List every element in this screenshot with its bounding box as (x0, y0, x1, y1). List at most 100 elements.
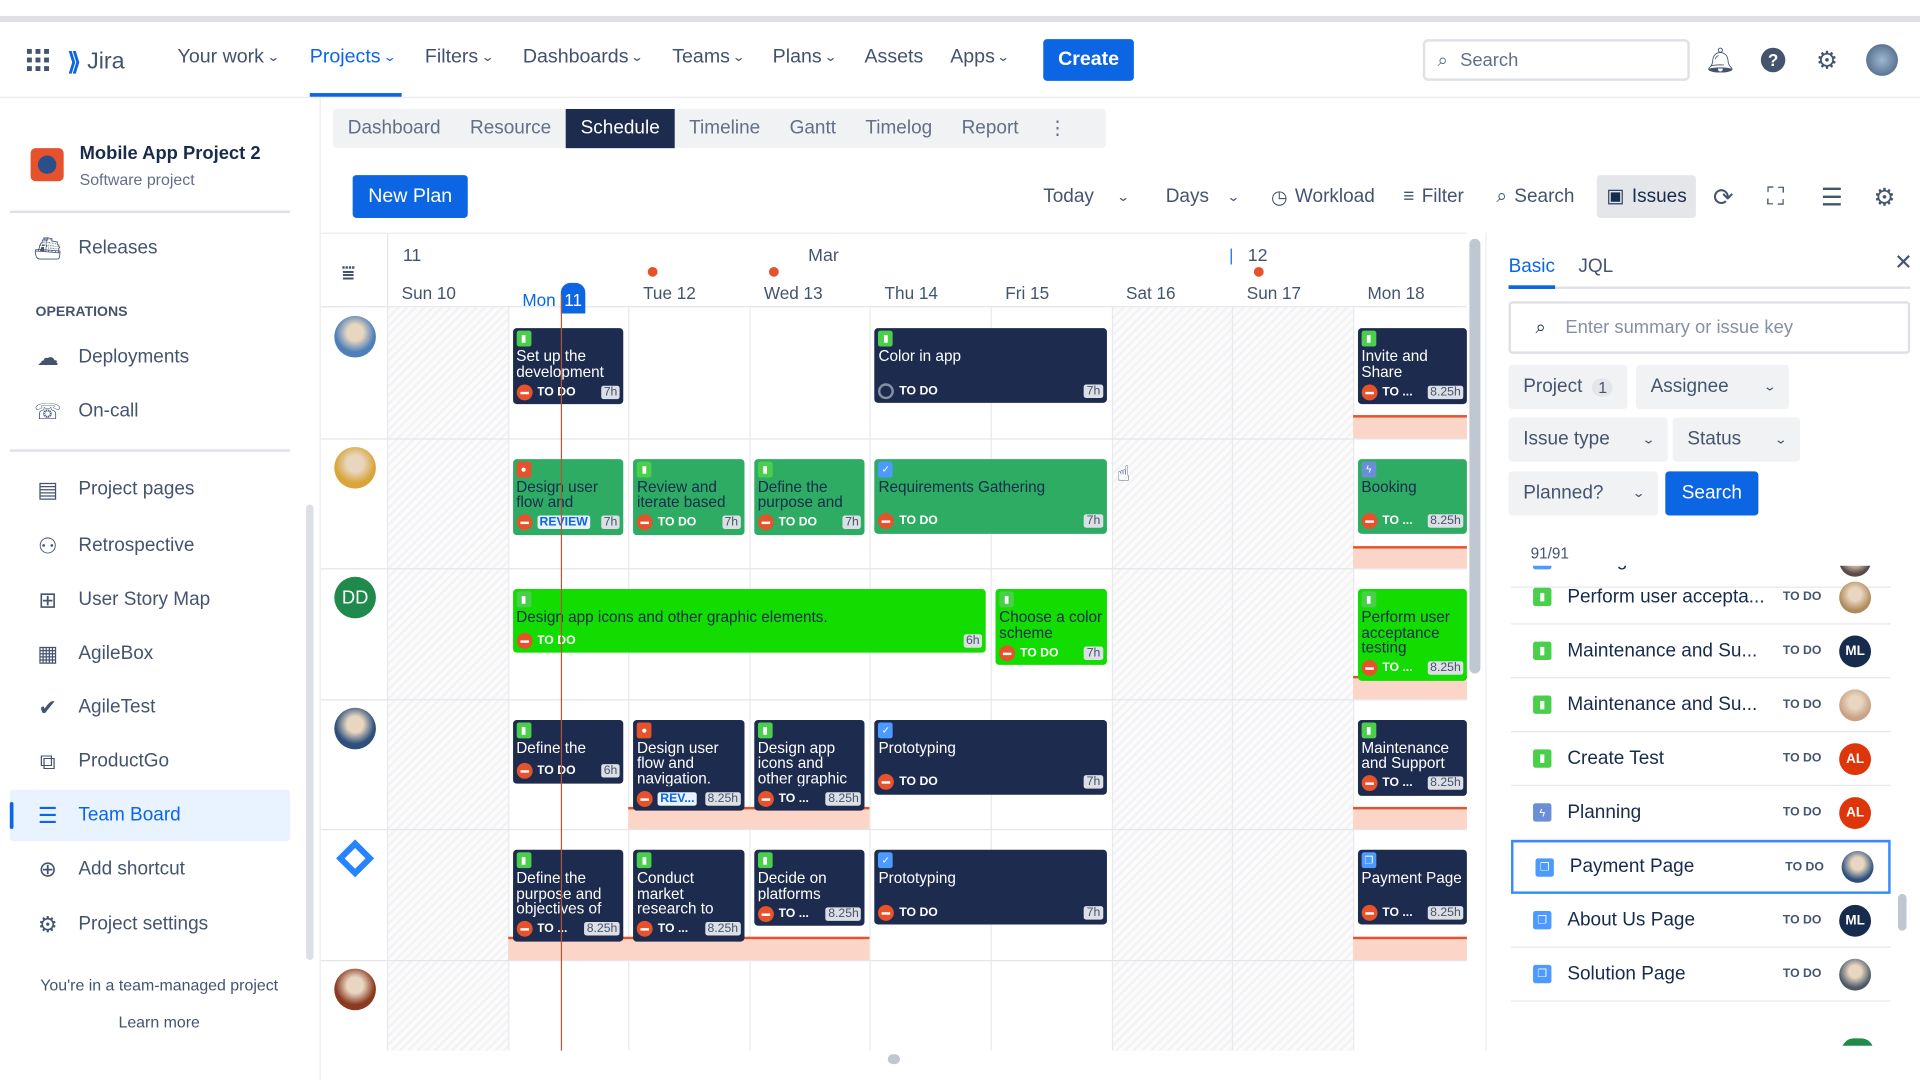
task-card[interactable]: ▮Set up the development TO DO 7h (512, 328, 624, 405)
day-label[interactable]: Fri 15 (1005, 283, 1049, 303)
issue-list-item[interactable]: ϟ Planning TO DO AL (1511, 786, 1891, 841)
nav-assets[interactable]: Assets (864, 47, 923, 69)
project-filter[interactable]: Project 1 (1508, 364, 1628, 409)
issue-search-input[interactable]: ⌕ Enter summary or issue key (1508, 301, 1911, 354)
task-card[interactable]: ✓ Requirements Gathering TO DO 7h (874, 458, 1107, 534)
task-card[interactable]: ▮ Define the TO DO 6h (512, 719, 624, 784)
panel-tab-jql[interactable]: JQL (1578, 255, 1614, 277)
issue-type-filter[interactable]: Issue type ⌄ (1508, 417, 1668, 462)
workload-button[interactable]: ◷ Workload (1271, 184, 1375, 211)
global-search-input[interactable]: ⌕ Search (1422, 39, 1690, 81)
tab-report[interactable]: Report (961, 117, 1019, 139)
planned-filter[interactable]: Planned? ⌄ (1508, 471, 1658, 516)
sync-icon[interactable]: ⟳ (1713, 184, 1734, 212)
learn-more-link[interactable]: Learn more (118, 1012, 200, 1032)
tab-resource[interactable]: Resource (469, 117, 552, 139)
task-card[interactable]: ▮ Perform user acceptance testing TO ... 8.… (1357, 588, 1467, 681)
task-card[interactable]: ▮ Review and iterate based TO DO 7h (633, 458, 745, 535)
close-icon[interactable]: ✕ (1894, 249, 1913, 275)
event-marker[interactable] (1254, 266, 1264, 277)
task-card[interactable]: ▮ Conduct market research to TO ... 8.25h (633, 849, 745, 942)
task-card[interactable]: ϟ Booking TO ... 8.25h (1357, 458, 1467, 534)
task-card[interactable]: ✓ Prototyping TO DO 7h (874, 849, 1107, 925)
filter-rows-icon[interactable]: ⩸ (341, 260, 356, 286)
event-marker[interactable] (768, 266, 779, 277)
avatar-photo-1[interactable] (334, 315, 376, 358)
tab-schedule[interactable]: Schedule (565, 108, 675, 149)
project-name[interactable]: Mobile App Project 2 (79, 143, 261, 165)
filter-button[interactable]: ≡ Filter (1403, 184, 1464, 211)
task-card[interactable]: ▮ Define the purpose and objectives of TO … (512, 849, 624, 942)
issue-list-item[interactable]: ▮ Create Test TO DO AL (1511, 732, 1891, 787)
nav-plans[interactable]: Plans ⌄ (773, 47, 838, 69)
status-filter[interactable]: Status ⌄ (1672, 417, 1801, 462)
task-card[interactable]: ▮ Color in app TO DO 7h (874, 328, 1107, 403)
panel-tab-basic[interactable]: Basic (1508, 256, 1555, 289)
task-card[interactable]: ▮ Decide on platforms TO ... 8.25h (754, 849, 865, 926)
task-card[interactable]: ▮ Maintenance and Support TO ... 8.25h (1357, 719, 1467, 796)
task-card[interactable]: ✓ Prototyping TO DO 7h (874, 719, 1107, 795)
issue-list-item[interactable]: ❐ About Us Page TO DO ML (1511, 894, 1891, 948)
tab-timeline[interactable]: Timeline (689, 117, 761, 139)
sidebar-item-agilebox[interactable]: ▦ AgileBox (10, 628, 290, 679)
sidebar-item-project-pages[interactable]: ▤ Project pages (10, 464, 290, 515)
avatar-initials[interactable]: DD (334, 576, 376, 619)
issue-list-item[interactable]: ▮ Maintenance and Su... TO DO (1511, 678, 1891, 733)
new-plan-button[interactable]: New Plan (352, 175, 468, 218)
today-dropdown[interactable]: Today ⌄ (1043, 184, 1130, 211)
assignee-filter[interactable]: Assignee ⌄ (1635, 364, 1789, 409)
grid-horizontal-scrollbar[interactable] (887, 1054, 901, 1065)
task-card[interactable]: ▮ Design app icons and other graphic elem… (512, 588, 986, 653)
day-label[interactable]: Mon 11 (522, 282, 586, 314)
issue-list-item[interactable]: ▮ Maintenance and Su... TO DO ML (1511, 624, 1891, 679)
issue-list-item[interactable]: ✓TestingTO DO (1511, 565, 1891, 588)
create-button[interactable]: Create (1043, 39, 1134, 81)
sidebar-item-releases[interactable]: ⛴︎ Releases (10, 223, 290, 274)
task-card[interactable]: ▮ Invite and Share TO ... 8.25h (1357, 328, 1467, 405)
notification-icon[interactable]: 🔔︎ (1704, 47, 1736, 75)
task-card[interactable]: ▮ Define the purpose and TO DO 7h (754, 458, 865, 535)
nav-your-work[interactable]: Your work ⌄ (178, 47, 280, 69)
jira-logo[interactable]: ⟫ Jira (67, 47, 124, 78)
panel-search-button[interactable]: Search (1665, 471, 1759, 516)
nav-apps[interactable]: Apps ⌄ (950, 47, 1010, 69)
day-label[interactable]: Tue 12 (643, 283, 696, 303)
sidebar-item-productgo[interactable]: ⧉ ProductGo (10, 736, 290, 787)
avatar-photo-3[interactable] (334, 707, 376, 749)
fullscreen-icon[interactable]: ⛶ (1766, 183, 1785, 211)
adjust-icon[interactable]: ☰ (1820, 184, 1843, 212)
day-label[interactable]: Sun 10 (402, 283, 456, 303)
avatar-logo[interactable] (334, 838, 376, 880)
sidebar-item-project-settings[interactable]: ⚙ Project settings (10, 899, 290, 950)
app-switcher-icon[interactable] (26, 48, 49, 72)
board-settings-icon[interactable]: ⚙ (1873, 184, 1896, 212)
nav-teams[interactable]: Teams ⌄ (672, 47, 745, 69)
issue-list-item[interactable]: ❐ Solution Page TO DO (1511, 948, 1891, 1002)
day-label[interactable]: Thu 14 (885, 283, 938, 303)
task-card[interactable]: ● Design user flow and navigation. REV... 8… (633, 719, 745, 811)
day-label[interactable]: Mon 18 (1368, 283, 1425, 303)
tab-timelog[interactable]: Timelog (865, 117, 933, 139)
profile-avatar[interactable] (1866, 44, 1898, 76)
sidebar-item-add-shortcut[interactable]: ⊕ Add shortcut (10, 844, 290, 895)
task-card[interactable]: ▮ Design app icons and other graphic TO ..… (754, 719, 865, 811)
sidebar-item-deployments[interactable]: ☁︎ Deployments (10, 332, 290, 383)
sidebar-item-agiletest[interactable]: ✔ AgileTest (10, 682, 290, 733)
help-icon[interactable]: ? (1760, 47, 1787, 74)
nav-filters[interactable]: Filters ⌄ (425, 47, 494, 69)
avatar-photo-2[interactable] (334, 446, 376, 488)
settings-icon[interactable]: ⚙ (1815, 47, 1838, 75)
tab-gantt[interactable]: Gantt (789, 117, 837, 139)
issues-toggle[interactable]: ▣ Issues (1596, 175, 1697, 218)
tab-dashboard[interactable]: Dashboard (347, 117, 441, 139)
task-card[interactable]: ▮ Choose a color scheme TO DO 7h (995, 588, 1107, 665)
day-label[interactable]: Sun 17 (1247, 283, 1301, 303)
sidebar-item-retrospective[interactable]: ⚇ Retrospective (10, 520, 290, 571)
sidebar-item-user-story-map[interactable]: ⊞ User Story Map (10, 574, 290, 625)
nav-dashboards[interactable]: Dashboards ⌄ (523, 47, 644, 69)
sidebar-scrollbar[interactable] (306, 504, 314, 961)
issue-list-item[interactable]: ▮ Perform user accepta... TO DO (1511, 571, 1891, 625)
search-button[interactable]: ⌕ Search (1496, 184, 1574, 211)
issue-list-item[interactable]: ❐ Payment Page TO DO (1511, 840, 1891, 894)
grid-vertical-scrollbar[interactable] (1469, 238, 1481, 674)
